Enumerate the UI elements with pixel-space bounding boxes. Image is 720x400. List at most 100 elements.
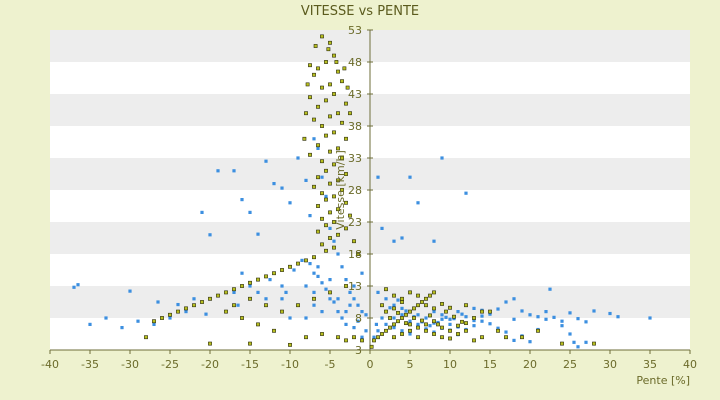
data-point-blue <box>528 313 532 317</box>
data-point-blue <box>520 309 524 313</box>
data-point-blue <box>272 182 276 186</box>
data-point-blue <box>348 290 352 294</box>
data-point-olive <box>320 216 324 221</box>
data-point-olive <box>312 72 316 77</box>
y-axis-title: Vitesse [km/h] <box>334 150 347 230</box>
x-tick-label: 0 <box>367 358 374 371</box>
data-point-blue <box>512 297 516 301</box>
data-point-blue <box>360 310 364 314</box>
data-point-olive <box>432 332 436 336</box>
data-point-blue <box>312 271 316 275</box>
data-point-olive <box>152 319 156 324</box>
data-point-blue <box>316 274 320 278</box>
data-point-olive <box>342 66 347 71</box>
data-point-olive <box>224 309 228 314</box>
x-tick-label: 30 <box>603 358 617 371</box>
data-point-blue <box>424 316 428 320</box>
y-tick-label: 28 <box>348 184 362 197</box>
data-point-blue <box>296 156 300 160</box>
data-point-olive <box>240 284 244 288</box>
data-point-blue <box>332 239 336 243</box>
data-point-olive <box>352 335 356 340</box>
data-point-olive <box>352 239 356 244</box>
data-point-olive <box>232 287 236 292</box>
x-tick-label: -35 <box>81 358 99 371</box>
data-point-olive <box>320 191 324 196</box>
data-point-olive <box>326 47 331 52</box>
data-point-blue <box>400 306 404 310</box>
data-point-blue <box>316 265 320 269</box>
data-point-blue <box>104 316 108 320</box>
data-point-blue <box>72 285 76 289</box>
data-point-olive <box>420 318 424 323</box>
data-point-blue <box>592 309 596 313</box>
x-tick-label: -25 <box>161 358 179 371</box>
data-point-blue <box>504 300 508 304</box>
data-point-blue <box>472 306 476 310</box>
data-point-olive <box>328 40 332 45</box>
data-point-olive <box>184 306 188 311</box>
data-point-olive <box>428 313 432 318</box>
data-point-blue <box>576 317 580 321</box>
data-point-blue <box>324 194 328 198</box>
data-point-olive <box>376 335 380 340</box>
data-point-blue <box>568 332 572 336</box>
data-point-olive <box>456 332 460 336</box>
data-point-olive <box>248 280 252 285</box>
data-point-blue <box>560 324 564 328</box>
data-point-olive <box>144 335 148 340</box>
data-point-blue <box>416 201 420 205</box>
data-point-blue <box>136 319 140 323</box>
data-point-olive <box>400 300 404 304</box>
y-tick-label: 33 <box>348 152 362 165</box>
data-point-olive <box>388 316 392 320</box>
y-tick-label: 48 <box>348 56 362 69</box>
data-point-blue <box>384 322 388 326</box>
data-point-olive <box>408 290 412 295</box>
data-point-blue <box>572 340 576 344</box>
data-point-blue <box>416 313 420 317</box>
x-tick-label: 35 <box>643 358 657 371</box>
data-point-blue <box>408 175 412 179</box>
data-point-olive <box>304 111 308 116</box>
data-point-blue <box>348 303 352 307</box>
data-point-olive <box>176 309 180 314</box>
data-point-olive <box>452 314 456 319</box>
data-point-blue <box>452 317 456 321</box>
data-point-blue <box>424 327 428 331</box>
data-point-olive <box>424 296 428 301</box>
data-point-olive <box>424 322 428 327</box>
data-point-blue <box>472 318 476 323</box>
data-point-blue <box>388 306 392 310</box>
data-point-blue <box>88 322 92 326</box>
data-point-blue <box>460 312 464 316</box>
data-point-olive <box>192 303 196 308</box>
data-point-blue <box>336 310 340 314</box>
data-point-blue <box>392 239 396 243</box>
data-point-olive <box>332 53 336 58</box>
data-point-blue <box>440 317 444 321</box>
data-point-olive <box>160 316 164 320</box>
data-point-olive <box>336 178 340 183</box>
data-point-olive <box>336 146 340 151</box>
data-point-blue <box>204 312 208 316</box>
data-point-olive <box>464 321 468 326</box>
data-point-blue <box>264 159 268 163</box>
data-point-olive <box>168 312 172 317</box>
data-point-olive <box>316 104 320 109</box>
data-point-olive <box>264 303 268 308</box>
data-point-blue <box>156 300 160 304</box>
data-point-olive <box>224 290 228 295</box>
data-point-blue <box>356 319 360 323</box>
x-axis-title: Pente [%] <box>636 374 690 387</box>
data-point-olive <box>344 338 348 343</box>
x-tick-label: 40 <box>683 358 697 371</box>
data-point-olive <box>316 66 320 71</box>
data-point-blue <box>528 340 532 344</box>
data-point-olive <box>344 101 348 106</box>
data-point-olive <box>412 316 416 320</box>
x-tick-label: -10 <box>281 358 299 371</box>
data-point-olive <box>360 338 364 343</box>
data-point-blue <box>268 278 272 282</box>
data-point-olive <box>448 305 452 310</box>
